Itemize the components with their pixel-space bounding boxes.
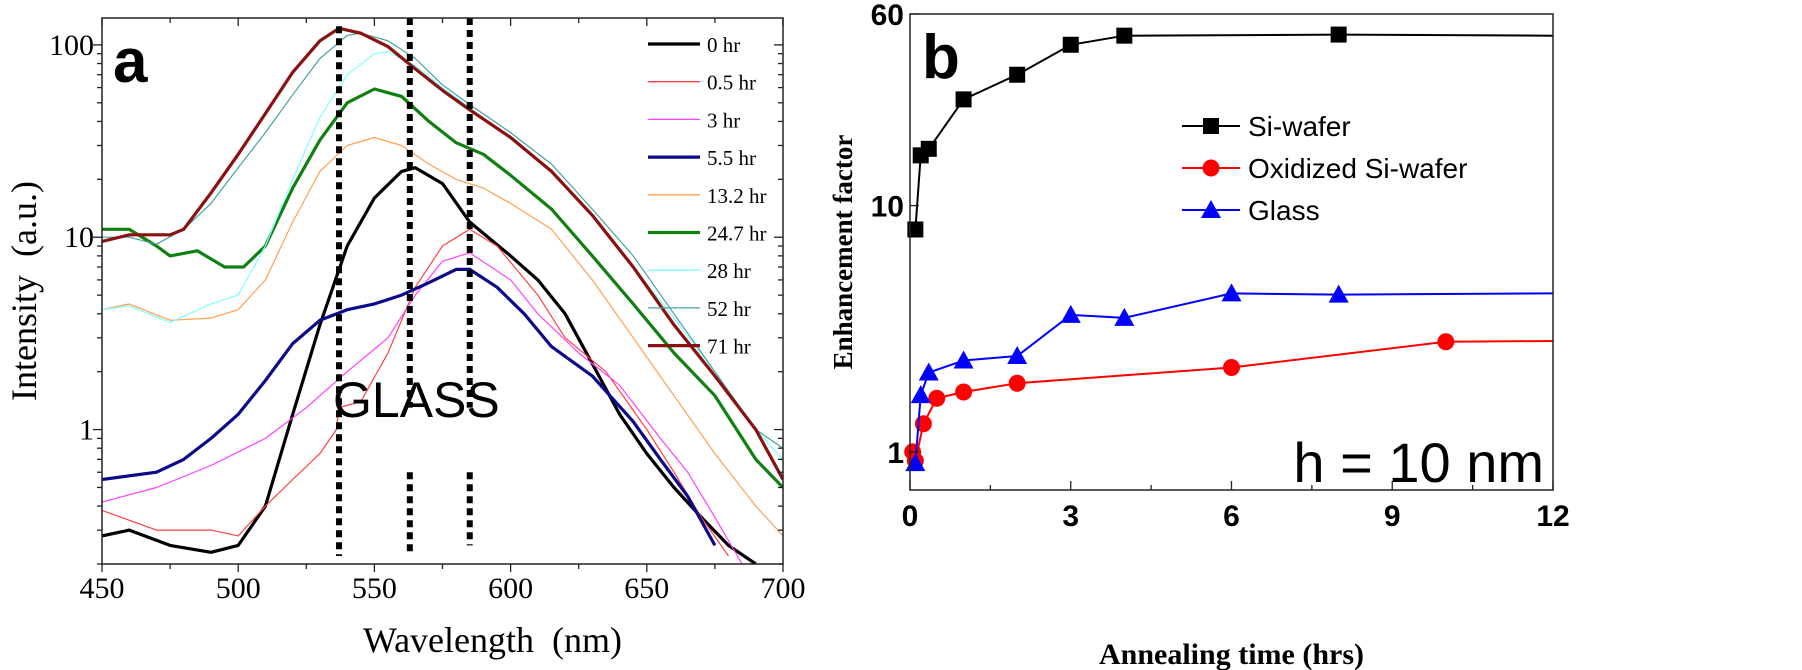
y-axis-label: Intensity (a.u.): [4, 181, 44, 401]
y-tick-label: 10: [64, 221, 94, 254]
x-tick-label: 650: [624, 572, 669, 605]
series-line-Si-wafer: [914, 33, 1554, 230]
legend-label: 5.5 hr: [707, 146, 756, 170]
legend-label: 3 hr: [707, 108, 740, 132]
plot-frame: [909, 13, 1554, 491]
x-tick-label: 500: [216, 572, 261, 605]
glass-annotation: GLASS: [333, 372, 500, 428]
x-tick-label: 3: [1062, 500, 1079, 533]
panel-label-b: b: [922, 23, 960, 92]
series-line-0-hr: [102, 166, 757, 564]
x-tick-label: 450: [80, 572, 125, 605]
thickness-annotation: h = 10 nm: [1293, 431, 1544, 494]
legend-label: 71 hr: [707, 335, 751, 359]
legend-label: Oxidized Si-wafer: [1248, 153, 1467, 184]
series-line-Glass: [914, 292, 1554, 464]
legend-marker-circle: [1202, 159, 1220, 177]
panel-a-spectra-chart: 450 500 550 600 650 700 1 10 100 Wavelength (nm) I…: [4, 17, 806, 660]
data-point-triangle: [1007, 346, 1028, 365]
x-tick-label: 9: [1384, 500, 1401, 533]
panel-b-enhancement-chart: 0 3 6 9 12 1 10 60 Annealing time (hrs) Enhanceme…: [828, 0, 1570, 670]
x-tick-label: 700: [761, 572, 806, 605]
data-point-circle: [955, 383, 973, 401]
legend-label: 52 hr: [707, 297, 751, 321]
plot-frame: [101, 17, 784, 565]
panel-label-a: a: [113, 27, 148, 96]
data-point-circle: [928, 389, 946, 407]
x-tick-label: 550: [352, 572, 397, 605]
series-line-71-hr: [102, 26, 783, 481]
x-tick-label: 0: [902, 500, 919, 533]
legend-label: 13.2 hr: [707, 184, 767, 208]
x-axis-label: Annealing time (hrs): [1099, 638, 1364, 670]
x-tick-label: 12: [1536, 500, 1569, 533]
series-line-13-2-hr: [102, 136, 783, 537]
y-tick-label: 100: [49, 29, 94, 62]
legend-label: Si-wafer: [1248, 111, 1351, 142]
y-axis-label: Enhancement factor: [828, 135, 858, 370]
legend-label: Glass: [1248, 195, 1320, 226]
data-point-square: [1009, 66, 1026, 83]
legend-label: 0.5 hr: [707, 71, 756, 95]
x-tick-label: 600: [488, 572, 533, 605]
data-point-square: [1116, 27, 1133, 44]
legend-label: 0 hr: [707, 33, 740, 57]
data-point-triangle: [1328, 284, 1349, 303]
data-point-square: [907, 221, 924, 238]
data-point-triangle: [1060, 304, 1081, 323]
data-point-circle: [1008, 374, 1026, 392]
legend-label: 24.7 hr: [707, 222, 767, 246]
series-line-3-hr: [102, 252, 743, 564]
y-tick-label: 10: [871, 191, 904, 224]
series-line-0-5-hr: [102, 228, 729, 557]
data-point-circle: [1223, 359, 1240, 377]
y-tick-label: 1: [887, 437, 904, 470]
legend-marker-triangle: [1201, 200, 1221, 218]
legend-label: 28 hr: [707, 259, 751, 283]
x-axis-label: Wavelength (nm): [363, 620, 622, 660]
series-line-52-hr: [102, 32, 783, 449]
x-tick-label: 6: [1223, 500, 1240, 533]
data-point-triangle: [918, 362, 939, 381]
data-point-triangle: [910, 385, 931, 404]
plot-area: [102, 26, 783, 564]
data-point-square: [920, 140, 937, 157]
data-point-square: [1062, 36, 1079, 53]
legend-marker-square: [1203, 118, 1219, 134]
series-line-5-5-hr: [102, 267, 717, 547]
data-point-square: [1330, 26, 1347, 43]
y-tick-label: 1: [79, 414, 94, 447]
data-point-triangle: [953, 350, 974, 369]
data-point-circle: [1437, 333, 1455, 351]
data-point-triangle: [1114, 307, 1135, 326]
y-tick-label: 60: [871, 0, 904, 32]
data-point-square: [955, 91, 972, 108]
series-line-24-7-hr: [102, 87, 783, 489]
data-point-triangle: [1221, 283, 1242, 302]
